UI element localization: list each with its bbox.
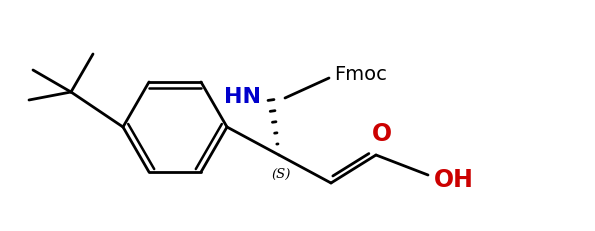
Text: (S): (S) (271, 167, 291, 180)
Text: O: O (372, 122, 392, 145)
Text: OH: OH (434, 167, 474, 191)
Text: HN: HN (224, 87, 261, 106)
Text: Fmoc: Fmoc (334, 65, 387, 84)
